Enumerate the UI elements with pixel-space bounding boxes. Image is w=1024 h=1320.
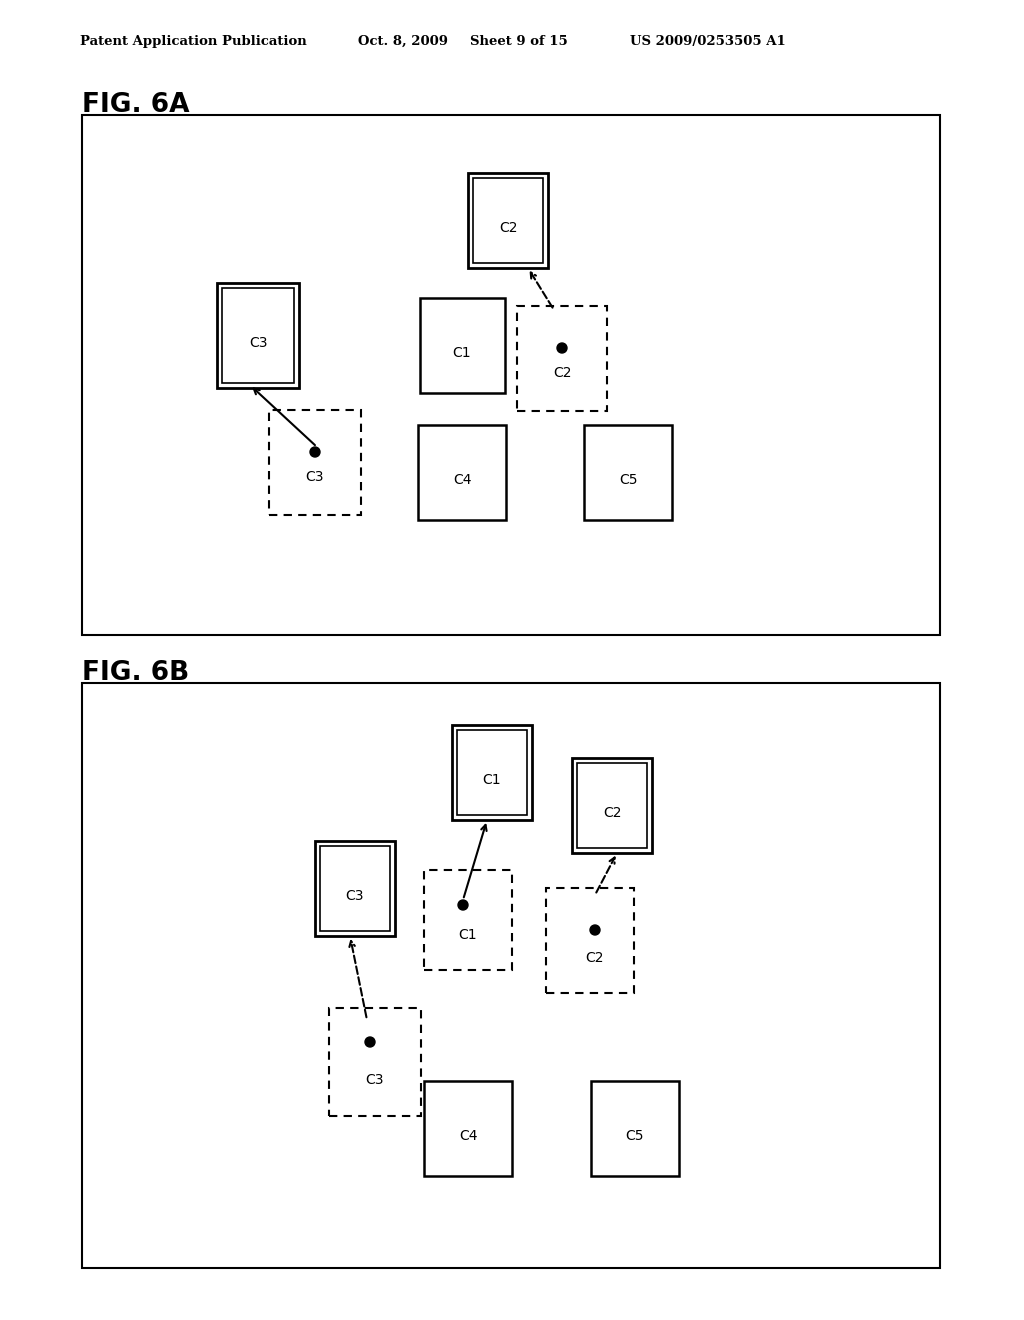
Circle shape <box>365 1038 375 1047</box>
Text: C4: C4 <box>459 1129 477 1143</box>
Bar <box>591 1081 679 1176</box>
Bar <box>517 305 607 411</box>
Bar <box>269 409 361 515</box>
Circle shape <box>590 925 600 935</box>
Circle shape <box>310 447 319 457</box>
Text: C5: C5 <box>618 473 637 487</box>
Bar <box>82 682 940 1269</box>
Text: C2: C2 <box>586 950 604 965</box>
Text: C2: C2 <box>603 807 622 820</box>
Text: Sheet 9 of 15: Sheet 9 of 15 <box>470 36 567 48</box>
Text: C2: C2 <box>553 366 571 380</box>
Text: C3: C3 <box>306 470 325 484</box>
Bar <box>584 425 672 520</box>
Bar <box>473 177 543 263</box>
Bar <box>577 763 647 847</box>
Text: C3: C3 <box>346 888 365 903</box>
Bar <box>329 1008 421 1115</box>
Text: C3: C3 <box>249 337 267 350</box>
Text: C2: C2 <box>499 220 517 235</box>
Circle shape <box>458 900 468 909</box>
Bar <box>222 288 294 383</box>
Bar <box>424 870 512 970</box>
Bar <box>424 1081 512 1176</box>
Bar <box>420 297 505 392</box>
Text: FIG. 6A: FIG. 6A <box>82 92 189 117</box>
Bar <box>315 841 395 936</box>
Text: C3: C3 <box>366 1073 384 1086</box>
Bar <box>82 115 940 635</box>
Bar <box>319 846 390 931</box>
Bar <box>217 282 299 388</box>
Text: C1: C1 <box>453 346 471 360</box>
Text: FIG. 6B: FIG. 6B <box>82 660 189 686</box>
Bar <box>452 725 532 820</box>
Bar <box>468 173 548 268</box>
Bar <box>457 730 527 814</box>
Text: US 2009/0253505 A1: US 2009/0253505 A1 <box>630 36 785 48</box>
Bar <box>572 758 652 853</box>
Bar <box>418 425 506 520</box>
Circle shape <box>557 343 567 352</box>
Bar <box>546 887 634 993</box>
Text: Oct. 8, 2009: Oct. 8, 2009 <box>358 36 449 48</box>
Text: C4: C4 <box>453 473 471 487</box>
Text: C5: C5 <box>626 1129 644 1143</box>
Text: Patent Application Publication: Patent Application Publication <box>80 36 307 48</box>
Text: C1: C1 <box>459 928 477 942</box>
Text: C1: C1 <box>482 774 502 787</box>
